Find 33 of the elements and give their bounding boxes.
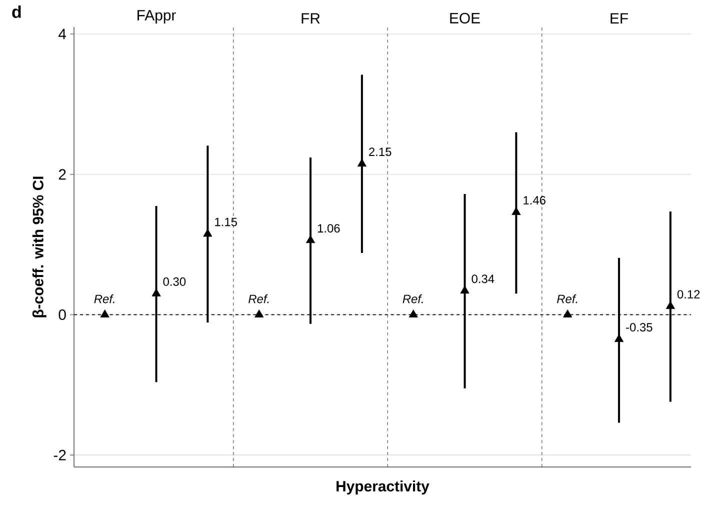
data-label: Ref. — [94, 294, 114, 304]
data-label: 1.06 — [318, 224, 340, 233]
data-label: 2.15 — [369, 148, 392, 156]
text: FAppr — [138, 10, 176, 24]
point — [563, 310, 572, 318]
data-label: 1.15 — [215, 218, 237, 226]
data-label: Ref. — [248, 294, 269, 304]
data-label: 0.34 — [472, 274, 494, 284]
point — [357, 158, 366, 167]
text: d — [12, 6, 21, 18]
x-axis-title: Hyperactivity — [336, 480, 430, 494]
y-axis-title: β-coeff. with 95% CI — [32, 176, 46, 318]
data-label: 0.30 — [163, 277, 186, 286]
point — [306, 235, 316, 244]
point — [408, 310, 418, 318]
data-label: Ref. — [402, 294, 423, 304]
data-label: 1.46 — [524, 196, 546, 204]
y-tick-label: 4 — [58, 28, 66, 40]
point — [100, 310, 110, 318]
point — [666, 301, 675, 309]
text: FR — [302, 13, 320, 24]
point — [512, 207, 521, 215]
point — [614, 334, 624, 342]
data-label: 0.12 — [677, 290, 700, 299]
y-tick-label: 2 — [58, 169, 66, 180]
data-label: -0.35 — [626, 323, 652, 332]
point — [254, 310, 264, 318]
text: EF — [610, 13, 628, 24]
text: EOE — [450, 12, 480, 24]
y-tick-label: -2 — [54, 450, 66, 460]
point — [460, 286, 470, 294]
y-tick-label: 0 — [58, 309, 66, 320]
data-label: Ref. — [557, 294, 578, 304]
